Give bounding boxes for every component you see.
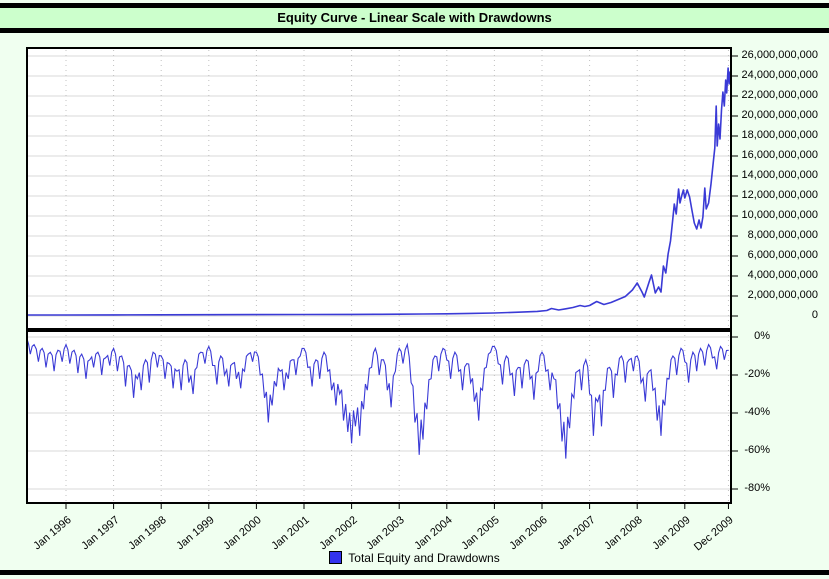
legend-marker-icon: [329, 551, 343, 564]
legend: Total Equity and Drawdowns: [0, 549, 829, 566]
bottom-divider: [0, 570, 829, 575]
equity-axis-label: 6,000,000,000: [747, 249, 818, 261]
equity-axis-label: 24,000,000,000: [741, 69, 818, 81]
legend-label: Total Equity and Drawdowns: [348, 550, 500, 565]
equity-axis-label: 10,000,000,000: [741, 209, 818, 221]
title-bar: Equity Curve - Linear Scale with Drawdow…: [0, 3, 829, 33]
equity-axis-label: 20,000,000,000: [741, 109, 818, 121]
chart-title: Equity Curve - Linear Scale with Drawdow…: [277, 10, 552, 25]
drawdown-axis-label: -20%: [744, 368, 770, 380]
equity-axis-label: 0: [811, 309, 818, 321]
drawdown-axis-label: -60%: [744, 444, 770, 456]
drawdown-axis-label: -80%: [744, 482, 770, 494]
equity-axis-label: 12,000,000,000: [741, 189, 818, 201]
equity-axis-label: 2,000,000,000: [747, 289, 818, 301]
drawdown-axis-label: 0%: [754, 330, 770, 342]
equity-line: [28, 67, 730, 316]
equity-axis-label: 18,000,000,000: [741, 129, 818, 141]
equity-axis-label: 26,000,000,000: [741, 49, 818, 61]
drawdown-line: [28, 340, 729, 459]
equity-axis-label: 4,000,000,000: [747, 269, 818, 281]
panel-separator: [27, 328, 731, 332]
equity-axis-label: 8,000,000,000: [747, 229, 818, 241]
equity-axis-label: 14,000,000,000: [741, 169, 818, 181]
equity-axis-label: 16,000,000,000: [741, 149, 818, 161]
drawdown-axis-label: -40%: [744, 406, 770, 418]
equity-axis-label: 22,000,000,000: [741, 89, 818, 101]
plot-border: [26, 47, 732, 504]
